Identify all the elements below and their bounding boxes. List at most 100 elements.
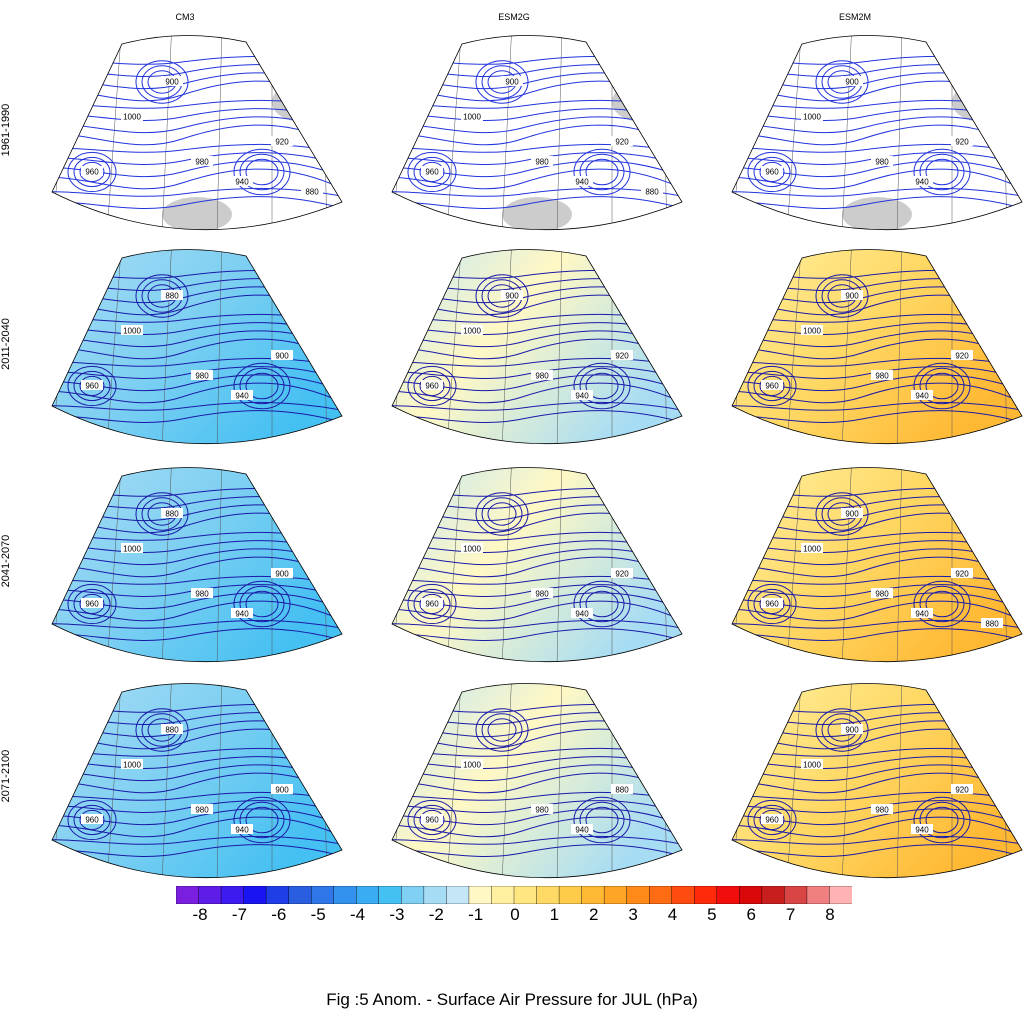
contour-label-bg (121, 325, 143, 335)
graticule-line (52, 35, 73, 230)
pressure-contour (815, 708, 869, 752)
contour-label: 940 (915, 178, 929, 187)
pressure-contour (747, 799, 797, 841)
contour-label: 940 (235, 178, 249, 187)
pressure-contour (573, 148, 631, 196)
colorbar-swatch (739, 886, 763, 904)
colorbar-tick-label: 1 (549, 905, 560, 924)
colorbar-swatch (829, 886, 852, 904)
contour-label: 980 (535, 158, 549, 167)
contour-label: 1000 (123, 545, 141, 554)
pressure-contour (407, 365, 457, 407)
anomaly-fill (52, 683, 342, 878)
contour-label: 940 (235, 392, 249, 401)
map-boundary (51, 249, 343, 445)
contour-label: 960 (85, 816, 99, 825)
contour-label-bg (121, 543, 143, 553)
colorbar-swatch (761, 886, 785, 904)
graticule-line (106, 683, 123, 878)
pressure-contour (753, 804, 791, 836)
pressure-contour (925, 158, 959, 186)
pressure-contour (579, 801, 625, 839)
pressure-contour (815, 492, 869, 536)
contour-label-bg (161, 724, 183, 734)
pressure-contour (475, 274, 529, 318)
pressure-contour (732, 374, 1022, 395)
contour-label-bg (761, 166, 783, 176)
graticule-line (446, 683, 463, 878)
pressure-contour (79, 593, 105, 615)
contour-label: 1000 (123, 113, 141, 122)
pressure-contour (52, 592, 342, 613)
anomaly-fill (52, 35, 342, 230)
contour-label-bg (421, 166, 443, 176)
graticule-line (556, 35, 563, 230)
contour-label: 940 (575, 826, 589, 835)
pressure-contour (392, 382, 682, 408)
colorbar-swatch (401, 886, 425, 904)
pressure-contour (52, 401, 342, 413)
contour-label: 940 (235, 610, 249, 619)
graticule-line (896, 35, 903, 230)
contour-label-bg (981, 618, 1003, 628)
contour-label: 960 (85, 382, 99, 391)
row-label-2011-2040: 2011-2040 (0, 318, 12, 370)
colorbar-swatch (581, 886, 605, 904)
pressure-contour (79, 375, 105, 397)
contour-label-bg (801, 759, 823, 769)
figure-caption: Fig :5 Anom. - Surface Air Pressure for … (326, 990, 698, 1009)
pressure-contour (52, 374, 342, 395)
colorbar-swatch (806, 886, 830, 904)
pressure-contour (573, 580, 631, 628)
contour-label-bg (611, 136, 633, 146)
colorbar-tick-label: 7 (785, 905, 796, 924)
pressure-contour (67, 151, 117, 193)
map-boundary (391, 35, 683, 231)
pressure-contour (392, 835, 682, 847)
colorbar-swatch (603, 886, 628, 904)
contour-label: 1000 (803, 113, 821, 122)
contour-label: 880 (165, 726, 179, 735)
pressure-contour (135, 492, 189, 536)
pressure-contour (239, 153, 285, 191)
graticule-line (161, 35, 173, 230)
graticule-line (446, 467, 463, 662)
contour-label-bg (191, 804, 213, 814)
contour-label: 980 (875, 158, 889, 167)
pressure-contour (419, 809, 445, 831)
contour-label-bg (841, 508, 863, 518)
colorbar-tick-label: -8 (192, 905, 208, 924)
anomaly-fill (732, 467, 1022, 662)
pressure-contour (919, 367, 965, 405)
pressure-contour (913, 148, 971, 196)
colorbar-swatch (198, 886, 222, 904)
graticule-line (732, 683, 753, 878)
pressure-contour (732, 808, 1022, 829)
contour-label-bg (951, 136, 973, 146)
contour-label: 940 (235, 826, 249, 835)
pressure-contour (919, 585, 965, 623)
pressure-contour (732, 619, 1022, 631)
pressure-contour (753, 156, 791, 188)
colorbar-tick-label: 3 (628, 905, 638, 924)
contour-label-bg (461, 543, 483, 553)
contour-label-bg (571, 824, 593, 834)
contour-label: 920 (275, 138, 289, 147)
contour-label-bg (421, 598, 443, 608)
contour-label-bg (571, 390, 593, 400)
pressure-contour (52, 187, 342, 199)
colorbar-swatch (265, 886, 290, 904)
colorbar-swatch (288, 886, 312, 904)
contour-label: 880 (645, 188, 659, 197)
land-mask (272, 82, 332, 122)
graticule-line (216, 683, 223, 878)
contour-label: 900 (505, 78, 519, 87)
pressure-contour (732, 187, 1022, 199)
column-title-esm2g: ESM2G (498, 12, 530, 22)
contour-label-bg (911, 608, 933, 618)
pressure-contour (52, 835, 342, 847)
pressure-contour (245, 158, 279, 186)
graticule-line (216, 467, 223, 662)
colorbar-tick-label: 5 (707, 905, 717, 924)
colorbar-tick-label: -1 (468, 905, 484, 924)
